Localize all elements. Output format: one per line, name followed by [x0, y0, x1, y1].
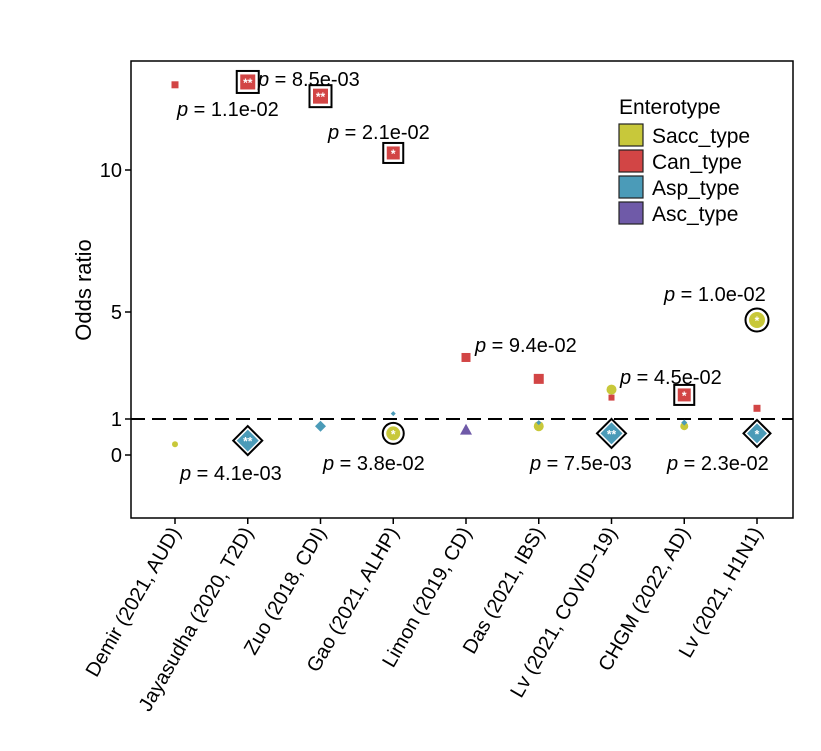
- point-sacc-type-shape: [386, 426, 401, 441]
- significance-stars: *: [682, 389, 687, 403]
- point-asc-type: [460, 423, 472, 435]
- p-value-annotation: p = 2.1e-02: [327, 122, 430, 144]
- point-can-type-shape: [461, 352, 471, 362]
- point-sacc-type-shape: [749, 312, 765, 329]
- significance-stars: **: [243, 435, 253, 449]
- significance-stars: **: [316, 90, 326, 104]
- point-sacc-type-shape: [533, 421, 544, 432]
- point-asp-type-outline: [595, 417, 628, 450]
- legend-swatch: [618, 123, 644, 147]
- point-asp-type-shape: [390, 411, 396, 417]
- p-value-annotation: p = 4.5e-02: [619, 367, 722, 389]
- p-value-annotation: p = 9.4e-02: [474, 335, 577, 357]
- point-asp-type: [742, 418, 772, 449]
- y-tick-label: 5: [111, 302, 122, 324]
- point-asp-type-shape: [747, 423, 767, 444]
- point-can-type-shape: [533, 373, 544, 384]
- y-axis-label: Odds ratio: [71, 239, 96, 341]
- point-asc-type-shape: [460, 423, 472, 435]
- plot-frame: [130, 60, 794, 519]
- legend-label: Can_type: [652, 151, 742, 174]
- p-value-annotation: p = 2.3e-02: [666, 453, 769, 475]
- point-can-type: [461, 352, 471, 362]
- point-sacc-type: [172, 441, 178, 448]
- point-can-type-shape: [313, 88, 328, 104]
- point-can-type-shape: [171, 81, 179, 89]
- legend-label: Asp_type: [652, 177, 740, 200]
- legend-swatch: [618, 149, 644, 173]
- p-value-annotation: p = 8.5e-03: [257, 69, 360, 91]
- point-sacc-type: [606, 384, 617, 395]
- point-can-type-outline: [235, 69, 260, 94]
- point-can-type-outline: [382, 141, 405, 164]
- point-sacc-type-outline: [381, 421, 405, 445]
- legend-swatch: [618, 201, 644, 225]
- point-can-type: [608, 394, 615, 401]
- x-category-label: Das (2021, IBS): [459, 524, 549, 658]
- point-sacc-type: [744, 307, 770, 333]
- p-value-annotation: p = 1.1e-02: [176, 99, 279, 121]
- y-tick-label: 10: [100, 160, 122, 182]
- point-can-type-shape: [386, 146, 400, 160]
- point-can-type-shape: [608, 394, 615, 401]
- point-can-type: [673, 383, 696, 406]
- point-can-type: [171, 81, 179, 89]
- y-tick-label: 0: [111, 445, 122, 467]
- p-value-annotation: p = 1.0e-02: [663, 284, 766, 306]
- point-sacc-type-shape: [172, 441, 178, 448]
- point-can-type: [533, 373, 544, 384]
- point-asp-type-shape: [600, 422, 623, 445]
- point-asp-type-shape: [681, 419, 688, 426]
- point-can-type: [382, 141, 405, 164]
- y-tick-label: 1: [111, 409, 122, 431]
- point-asp-type: [595, 417, 628, 450]
- point-sacc-type: [680, 422, 689, 431]
- point-asp-type-outline: [231, 424, 264, 457]
- data-marks: ************ *: [171, 69, 772, 457]
- p-value-annotation: p = 3.8e-02: [322, 453, 425, 475]
- point-can-type-shape: [753, 404, 761, 412]
- point-asp-type: [681, 419, 688, 426]
- point-can-type-shape: [240, 74, 256, 90]
- point-can-type-outline: [308, 84, 333, 109]
- point-asp-type-outline: [742, 418, 772, 449]
- legend-label: Asc_type: [652, 203, 738, 226]
- p-value-annotation: p = 4.1e-03: [179, 463, 282, 485]
- point-can-type: [308, 84, 333, 109]
- point-sacc-type-outline: [744, 307, 770, 333]
- point-asp-type-shape: [536, 420, 542, 426]
- legend-title: Enterotype: [619, 96, 721, 119]
- point-can-type: [753, 404, 761, 412]
- point-asp-type: [315, 420, 326, 432]
- point-can-type: [235, 69, 260, 94]
- significance-stars: **: [607, 427, 617, 441]
- point-asp-type-shape: [315, 420, 326, 432]
- significance-stars: *: [755, 314, 760, 328]
- significance-stars: **: [243, 76, 253, 90]
- point-sacc-type-shape: [606, 384, 617, 395]
- significance-stars: *: [391, 427, 396, 441]
- p-value-annotation: p = 7.5e-03: [529, 453, 632, 475]
- point-asp-type: [390, 411, 396, 417]
- point-asp-type: [536, 420, 542, 426]
- legend-swatch: [618, 175, 644, 199]
- point-sacc-type: [533, 421, 544, 432]
- significance-stars: *: [391, 147, 396, 161]
- point-can-type-shape: [677, 388, 691, 402]
- legend-label: Sacc_type: [652, 125, 750, 148]
- point-asp-type: [231, 424, 264, 457]
- point-sacc-type: [381, 421, 405, 445]
- significance-stars: *: [755, 427, 760, 441]
- point-sacc-type-shape: [680, 422, 689, 431]
- point-can-type-outline: [673, 383, 696, 406]
- point-asp-type-shape: [236, 429, 259, 452]
